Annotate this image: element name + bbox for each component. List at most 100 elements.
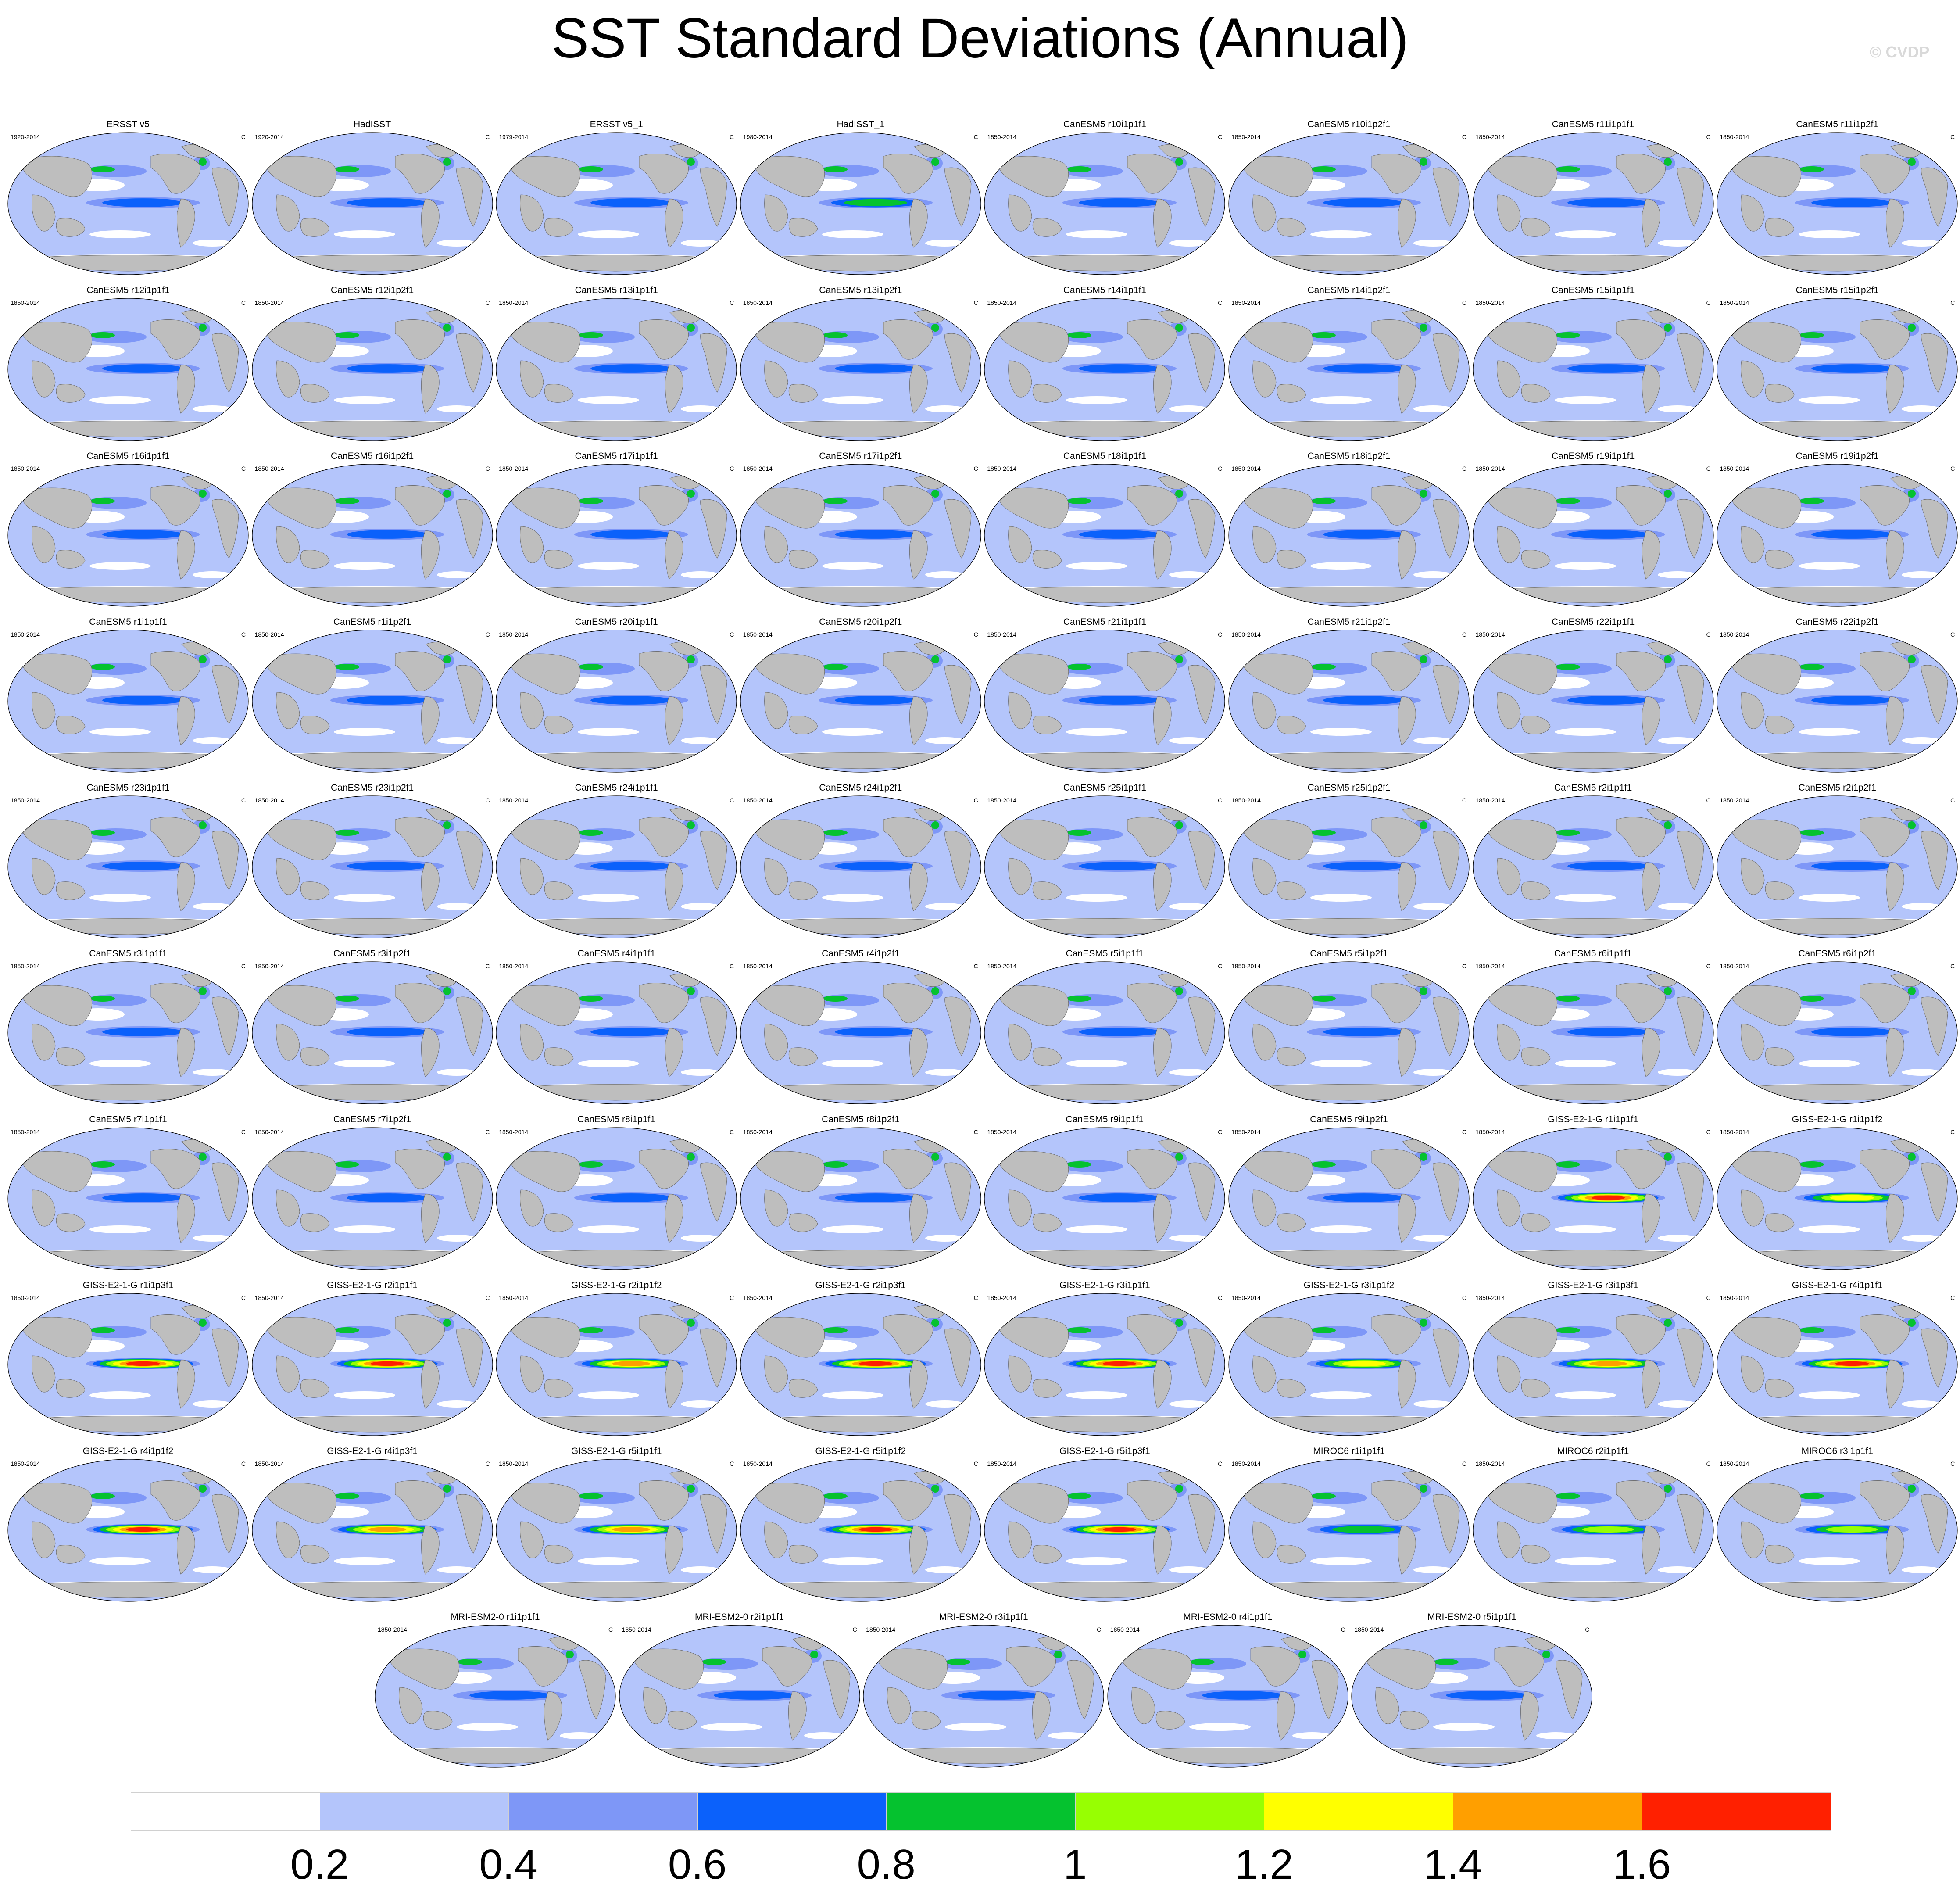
enso-contour (1446, 1691, 1528, 1700)
kuroshio-band (1555, 1327, 1580, 1333)
land-mass (1367, 1748, 1577, 1764)
low-variance-patch (1554, 894, 1616, 902)
land-mass (1677, 167, 1704, 227)
gulf-stream-core (443, 1153, 451, 1161)
land-mass (1487, 1317, 1557, 1358)
panel-years: 1850-2014 (1720, 465, 1749, 472)
enso-contour (844, 199, 907, 207)
panel-title: MIROC6 r1i1p1f1 (1313, 1446, 1385, 1456)
kuroshio-band (1067, 830, 1092, 836)
low-variance-patch (1413, 903, 1453, 910)
panel-title: CanESM5 r13i1p1f1 (575, 285, 658, 295)
enso-contour (1079, 1193, 1161, 1202)
gulf-stream-core (1420, 987, 1427, 995)
map-panel: CanESM5 r7i1p2f1 1850-2014 C (250, 1114, 494, 1283)
low-variance-patch (560, 1732, 599, 1739)
sst-map (1107, 1625, 1348, 1768)
sst-map (984, 1293, 1225, 1436)
low-variance-patch (1413, 240, 1453, 247)
land-mass (23, 1582, 233, 1598)
land-mass (21, 487, 93, 529)
land-mass (1765, 550, 1795, 569)
land-mass (788, 550, 818, 569)
land-mass (764, 360, 788, 398)
land-mass (21, 985, 93, 1026)
land-mass (1488, 1582, 1698, 1598)
land-mass (421, 862, 440, 911)
kuroshio-band (334, 830, 359, 836)
map-panel: CanESM5 r25i1p1f1 1850-2014 C (983, 783, 1227, 952)
land-mass (909, 696, 928, 745)
land-mass (1487, 653, 1557, 695)
panel-title: GISS-E2-1-G r1i1p3f1 (82, 1280, 174, 1290)
land-mass (667, 1711, 697, 1730)
sst-map (251, 1459, 493, 1602)
land-mass (544, 1691, 562, 1741)
land-mass (1921, 665, 1948, 724)
map-panel: CanESM5 r5i1p2f1 1850-2014 C (1227, 949, 1471, 1117)
panel-units: C (485, 797, 490, 804)
land-mass (755, 1582, 966, 1598)
land-mass (1252, 1024, 1277, 1061)
map-panel: MIROC6 r1i1p1f1 1850-2014 C (1227, 1446, 1471, 1615)
colorbar-cell (1264, 1792, 1453, 1831)
land-mass (1398, 1194, 1416, 1243)
panel-years: 1850-2014 (987, 133, 1017, 140)
low-variance-patch (1657, 240, 1697, 247)
land-mass (520, 1521, 544, 1558)
land-mass (998, 819, 1069, 860)
panel-title: CanESM5 r20i1p2f1 (819, 617, 902, 627)
low-variance-patch (1657, 903, 1697, 910)
land-mass (754, 653, 825, 695)
low-variance-patch (1169, 737, 1209, 744)
land-mass (1032, 1691, 1051, 1741)
map-panel: CanESM5 r15i1p1f1 1850-2014 C (1471, 285, 1715, 454)
land-mass (1487, 1483, 1557, 1524)
land-mass (544, 384, 574, 403)
land-mass (883, 1314, 933, 1355)
land-mass (1153, 1526, 1172, 1575)
panel-years: 1850-2014 (499, 1460, 529, 1467)
panel-title: CanESM5 r2i1p1f1 (1554, 783, 1632, 793)
gulf-stream-core (566, 1651, 574, 1658)
land-mass (421, 530, 440, 580)
land-mass (1677, 333, 1704, 393)
panel-units: C (973, 963, 978, 970)
low-variance-patch (1799, 728, 1860, 736)
land-mass (23, 587, 233, 603)
land-mass (764, 1024, 788, 1061)
kuroshio-band (1067, 332, 1092, 338)
map-panel: CanESM5 r9i1p1f1 1850-2014 C (983, 1114, 1227, 1283)
land-mass (1731, 985, 1802, 1026)
map-panel: MIROC6 r2i1p1f1 1850-2014 C (1471, 1446, 1715, 1615)
gulf-stream-core (1908, 158, 1916, 166)
land-mass (754, 322, 825, 363)
map-panel: CanESM5 r10i1p1f1 1850-2014 C (983, 119, 1227, 288)
land-mass (788, 881, 818, 900)
panel-title: CanESM5 r7i1p2f1 (333, 1114, 411, 1125)
panel-title: CanESM5 r10i1p2f1 (1307, 119, 1391, 129)
land-mass (520, 1024, 544, 1061)
panel-units: C (1218, 1294, 1223, 1301)
land-mass (1127, 1314, 1177, 1355)
map-panel: CanESM5 r14i1p2f1 1850-2014 C (1227, 285, 1471, 454)
land-mass (755, 918, 966, 935)
land-mass (1371, 1480, 1421, 1521)
land-mass (456, 333, 483, 393)
land-mass (267, 1084, 477, 1101)
map-panel: CanESM5 r19i1p2f1 1850-2014 C (1715, 451, 1959, 620)
low-variance-patch (1066, 1225, 1128, 1233)
colorbar-tick-label: 1.6 (1612, 1841, 1671, 1888)
sst-map (740, 1127, 981, 1270)
panel-years: 1850-2014 (987, 1128, 1017, 1135)
gulf-stream-core (443, 821, 451, 829)
kuroshio-band (579, 830, 604, 836)
sst-map (1228, 630, 1470, 773)
map-border (1717, 464, 1958, 607)
sst-map (984, 630, 1225, 773)
land-mass (150, 154, 200, 194)
land-mass (1616, 817, 1666, 857)
land-mass (754, 1483, 825, 1524)
land-mass (1731, 487, 1802, 529)
gulf-stream-core (1663, 1153, 1672, 1161)
